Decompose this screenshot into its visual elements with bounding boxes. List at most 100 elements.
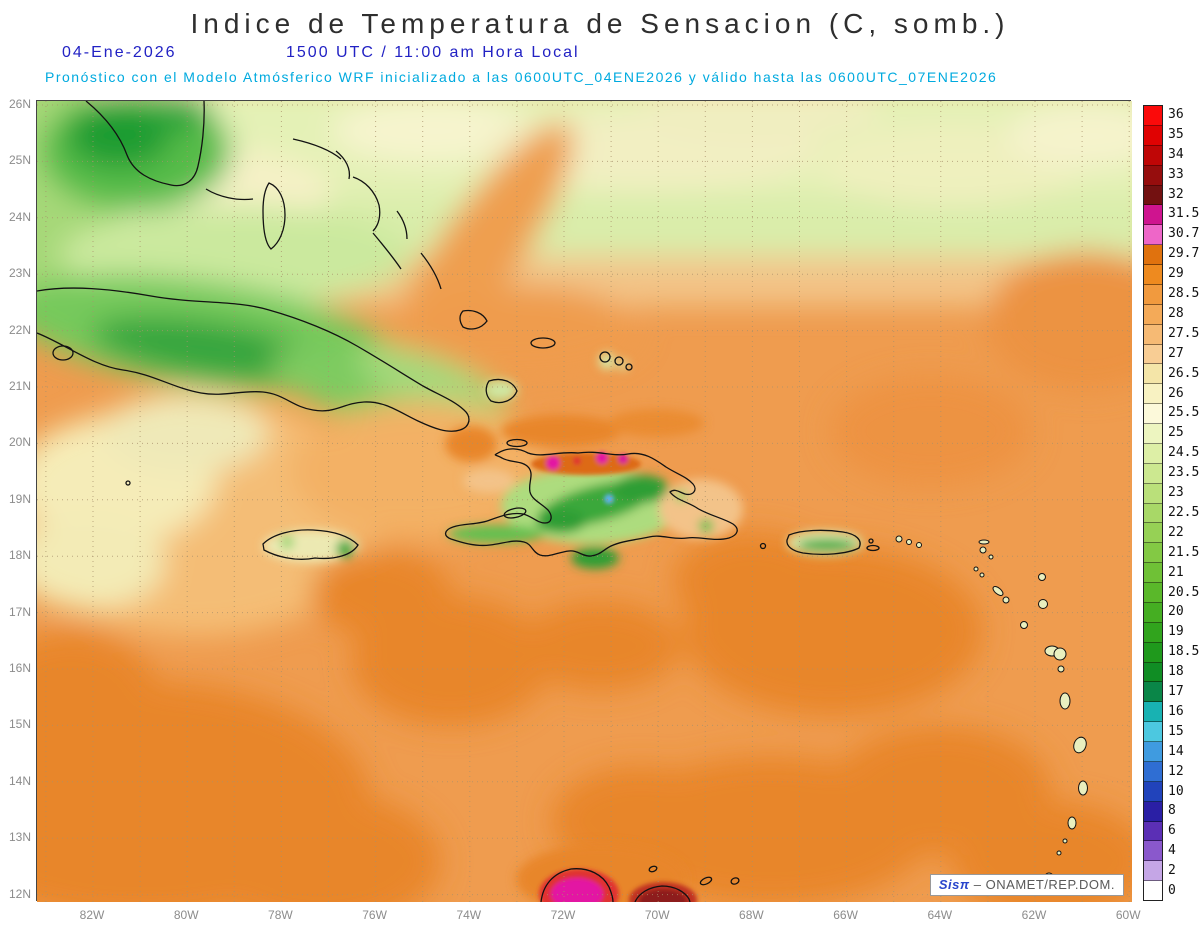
lon-label: 76W bbox=[362, 908, 387, 922]
colorbar-cell bbox=[1144, 821, 1162, 842]
colorbar-label: 28 bbox=[1168, 305, 1184, 321]
map-area: Sisπ – ONAMET/REP.DOM. bbox=[36, 100, 1132, 902]
colorbar-label: 22.5 bbox=[1168, 504, 1200, 520]
colorbar-label: 10 bbox=[1168, 783, 1184, 799]
colorbar-cell bbox=[1144, 503, 1162, 524]
colorbar-label: 21 bbox=[1168, 564, 1184, 580]
lat-label: 14N bbox=[8, 773, 31, 788]
graticule bbox=[37, 101, 1132, 902]
temperature-field bbox=[37, 101, 1132, 902]
colorbar-cell bbox=[1144, 523, 1162, 544]
colorbar-label: 34 bbox=[1168, 146, 1184, 162]
lat-label: 23N bbox=[8, 266, 31, 281]
colorbar-label: 24.5 bbox=[1168, 445, 1200, 461]
lon-label: 78W bbox=[268, 908, 293, 922]
lat-label: 16N bbox=[8, 661, 31, 675]
colorbar-cell bbox=[1144, 682, 1162, 703]
colorbar-cell bbox=[1144, 424, 1162, 444]
colorbar-cell bbox=[1144, 642, 1162, 663]
lon-label: 80W bbox=[173, 908, 199, 922]
colorbar-cell bbox=[1144, 563, 1162, 583]
colorbar-label: 2 bbox=[1168, 863, 1176, 879]
colorbar-label: 17 bbox=[1168, 684, 1184, 700]
colorbar-cell bbox=[1144, 742, 1162, 762]
colorbar-cell bbox=[1144, 165, 1162, 186]
lat-label: 19N bbox=[8, 491, 31, 506]
colorbar-cell bbox=[1144, 443, 1162, 464]
colorbar-cell bbox=[1144, 364, 1162, 385]
colorbar-label: 23 bbox=[1168, 485, 1184, 501]
forecast-date: 04-Ene-2026 bbox=[62, 44, 177, 61]
colorbar-cell bbox=[1144, 602, 1162, 623]
colorbar-cell bbox=[1144, 106, 1162, 126]
lon-label: 82W bbox=[79, 908, 105, 922]
colorbar-cell bbox=[1144, 861, 1162, 882]
page-title: Indice de Temperatura de Sensacion (C, s… bbox=[190, 8, 1010, 39]
lat-label: 17N bbox=[8, 604, 31, 619]
colorbar-label: 26 bbox=[1168, 385, 1184, 401]
lon-label: 70W bbox=[644, 908, 670, 922]
colorbar-label: 20 bbox=[1168, 604, 1184, 620]
colorbar-cell bbox=[1144, 145, 1162, 166]
colorbar-cell bbox=[1144, 662, 1162, 683]
colorbar-label: 30.7 bbox=[1168, 226, 1200, 242]
lat-label: 12N bbox=[8, 886, 31, 901]
sis-logo: Sisπ bbox=[938, 877, 970, 892]
colorbar-label: 23.5 bbox=[1168, 465, 1200, 481]
credit-separator: – bbox=[973, 877, 982, 892]
colorbar-label: 33 bbox=[1168, 166, 1184, 182]
lon-label: 66W bbox=[833, 908, 858, 922]
colorbar-cell bbox=[1144, 543, 1162, 564]
colorbar-cell bbox=[1144, 125, 1162, 146]
colorbar-cell bbox=[1144, 583, 1162, 603]
colorbar-label: 4 bbox=[1168, 843, 1176, 859]
colorbar-label: 36 bbox=[1168, 106, 1184, 122]
lat-label: 13N bbox=[8, 830, 31, 845]
colorbar-cell bbox=[1144, 225, 1162, 246]
colorbar-label: 18.5 bbox=[1168, 644, 1200, 660]
colorbar-cell bbox=[1144, 185, 1162, 206]
colorbar-cell bbox=[1144, 801, 1162, 822]
lat-label: 22N bbox=[8, 322, 31, 337]
colorbar-label: 14 bbox=[1168, 743, 1184, 759]
lon-label: 72W bbox=[550, 908, 576, 922]
colorbar-label: 12 bbox=[1168, 763, 1184, 779]
lat-label: 25N bbox=[8, 153, 31, 168]
colorbar-label: 26.5 bbox=[1168, 365, 1200, 381]
colorbar bbox=[1143, 105, 1163, 901]
lat-label: 15N bbox=[8, 717, 31, 732]
colorbar-cell bbox=[1144, 344, 1162, 365]
colorbar-label: 29 bbox=[1168, 266, 1184, 282]
colorbar-cell bbox=[1144, 304, 1162, 325]
colorbar-label: 15 bbox=[1168, 723, 1184, 739]
colorbar-cell bbox=[1144, 881, 1162, 900]
colorbar-label: 35 bbox=[1168, 126, 1184, 142]
colorbar-cell bbox=[1144, 761, 1162, 782]
lon-label: 62W bbox=[1021, 908, 1047, 922]
lon-label: 60W bbox=[1115, 908, 1141, 922]
colorbar-label: 20.5 bbox=[1168, 584, 1200, 600]
coastlines bbox=[37, 101, 1088, 902]
colorbar-label: 18 bbox=[1168, 664, 1184, 680]
lat-label: 20N bbox=[8, 435, 31, 450]
colorbar-label: 27 bbox=[1168, 345, 1184, 361]
colorbar-cell bbox=[1144, 265, 1162, 285]
colorbar-label: 21.5 bbox=[1168, 544, 1200, 560]
lon-label: 64W bbox=[927, 908, 953, 922]
colorbar-cell bbox=[1144, 483, 1162, 504]
colorbar-label: 28.5 bbox=[1168, 286, 1200, 302]
colorbar-label: 16 bbox=[1168, 703, 1184, 719]
colorbar-cell bbox=[1144, 841, 1162, 862]
credit-box: Sisπ – ONAMET/REP.DOM. bbox=[929, 874, 1124, 896]
colorbar-cell bbox=[1144, 384, 1162, 405]
datetime-row: 04-Ene-2026 1500 UTC / 11:00 am Hora Loc… bbox=[0, 44, 1200, 64]
lon-label: 74W bbox=[456, 908, 482, 922]
colorbar-label: 29.7 bbox=[1168, 246, 1200, 262]
lat-label: 21N bbox=[8, 379, 31, 393]
map-plot bbox=[37, 101, 1132, 902]
lat-label: 18N bbox=[8, 548, 31, 563]
colorbar-label: 22 bbox=[1168, 524, 1184, 540]
colorbar-label: 27.5 bbox=[1168, 325, 1200, 341]
colorbar-label: 6 bbox=[1168, 823, 1176, 839]
credit-org: ONAMET/REP.DOM. bbox=[985, 877, 1115, 892]
